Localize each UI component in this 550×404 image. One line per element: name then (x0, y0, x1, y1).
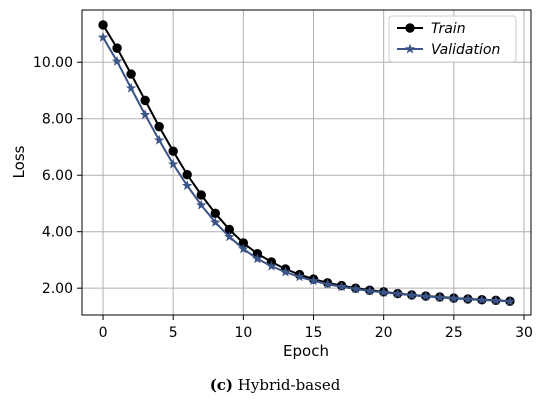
x-axis-ticks: 0 5 10 15 20 25 30 (99, 315, 533, 341)
validation-point (210, 216, 221, 227)
plot-frame (81, 9, 532, 316)
x-tick-label: 10 (234, 325, 252, 341)
legend: Train Validation (388, 15, 517, 63)
validation-point (196, 199, 207, 210)
x-tick-label: 15 (305, 325, 323, 341)
x-tick-label: 0 (99, 325, 108, 341)
validation-point (182, 180, 193, 191)
validation-point (434, 292, 446, 302)
validation-point (97, 31, 109, 42)
validation-point (111, 55, 123, 66)
train-point (126, 69, 136, 79)
train-point (112, 43, 122, 53)
caption-tag: (c) (209, 376, 234, 394)
x-tick-label: 20 (375, 325, 393, 341)
train-line (102, 24, 511, 303)
y-tick-label: 10.00 (33, 55, 73, 71)
validation-point (308, 275, 319, 286)
validation-point (490, 295, 502, 306)
train-point (168, 146, 178, 156)
validation-point (462, 293, 474, 304)
x-tick-label: 5 (169, 325, 178, 341)
caption-text: Hybrid-based (233, 376, 341, 394)
x-tick-label: 25 (445, 325, 463, 341)
validation-point (125, 82, 137, 93)
figure-caption: (c) Hybrid-based (0, 376, 550, 394)
y-axis-label: Loss (10, 145, 28, 178)
y-tick-label: 4.00 (42, 225, 73, 241)
loss-chart: 0 5 10 15 20 25 30 2.00 4.00 6.00 8.00 10.00 Epoch… (10, 9, 533, 360)
validation-point (153, 134, 165, 145)
train-point (154, 121, 164, 132)
series-layer (97, 20, 516, 306)
series-validation (97, 31, 516, 306)
validation-point (280, 266, 291, 277)
validation-point (406, 289, 417, 300)
train-point (196, 190, 206, 200)
validation-point (378, 286, 389, 297)
legend-item-train: Train (397, 21, 466, 37)
validation-point (448, 292, 460, 303)
legend-label: Validation (431, 42, 500, 58)
legend-swatch-marker (405, 23, 415, 33)
validation-point (420, 290, 431, 301)
validation-point (364, 285, 375, 296)
y-tick-label: 6.00 (42, 168, 73, 184)
validation-point (266, 260, 277, 271)
y-tick-label: 8.00 (42, 112, 73, 128)
legend-label: Train (431, 21, 466, 37)
validation-point (224, 231, 235, 242)
validation-point (167, 158, 179, 169)
validation-point (476, 294, 488, 305)
validation-point (294, 271, 305, 282)
validation-point (504, 295, 516, 306)
validation-point (336, 281, 347, 292)
y-tick-label: 2.00 (42, 281, 73, 297)
validation-point (350, 283, 361, 294)
validation-point (139, 109, 151, 120)
validation-point (322, 278, 333, 289)
validation-point (252, 253, 263, 264)
x-tick-label: 30 (515, 325, 533, 341)
y-axis-ticks: 2.00 4.00 6.00 8.00 10.00 (33, 55, 82, 297)
train-point (140, 95, 150, 106)
legend-item-validation: Validation (397, 42, 500, 58)
train-point (210, 208, 220, 219)
validation-line (102, 36, 511, 303)
legend-swatch-marker (404, 43, 416, 54)
train-point (98, 20, 108, 30)
validation-point (238, 243, 249, 254)
series-train (98, 20, 515, 306)
train-point (182, 169, 192, 180)
validation-point (392, 288, 403, 299)
x-axis-label: Epoch (283, 342, 329, 360)
